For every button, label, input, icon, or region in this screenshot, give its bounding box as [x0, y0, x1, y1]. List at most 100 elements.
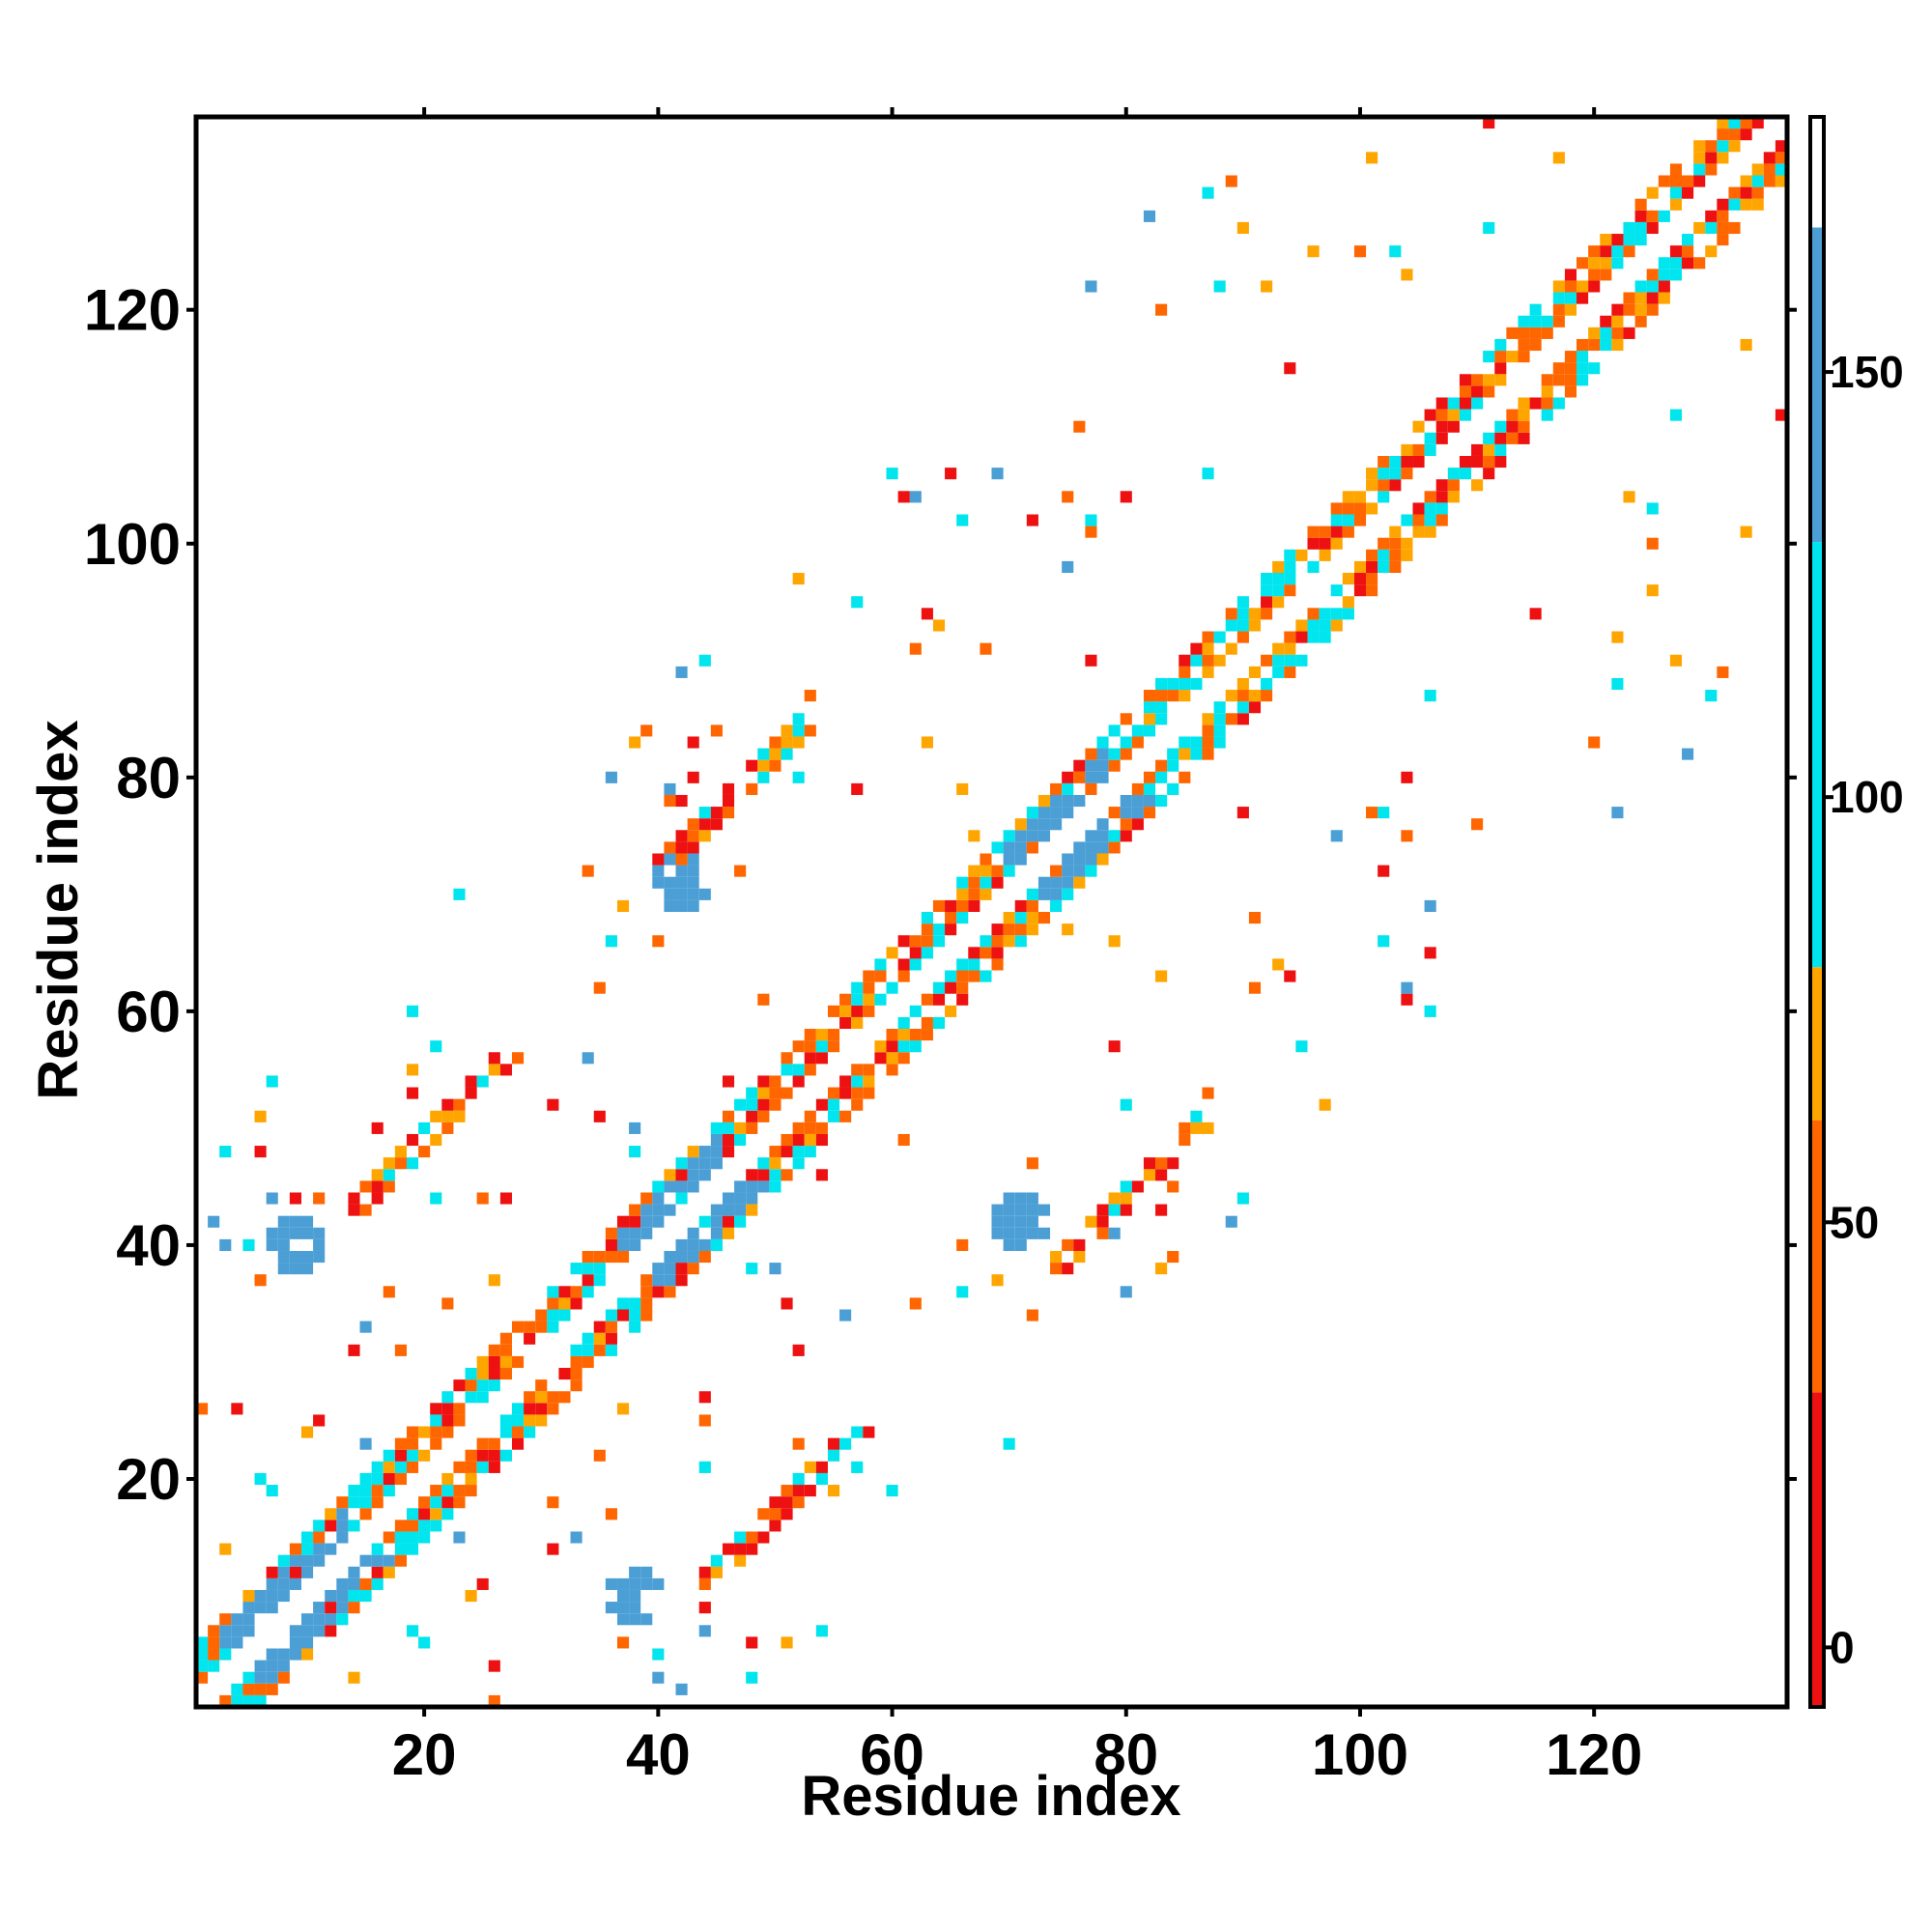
heatmap-cell: [465, 1485, 477, 1497]
heatmap-cell: [968, 947, 980, 959]
heatmap-cell: [242, 1625, 255, 1637]
colorbar-tick-label: 50: [1830, 1197, 1879, 1247]
heatmap-cell: [1518, 351, 1530, 363]
heatmap-cell: [1014, 830, 1027, 842]
heatmap-cell: [1378, 479, 1390, 492]
heatmap-cell: [1577, 351, 1589, 363]
heatmap-cell: [313, 1613, 326, 1626]
heatmap-cell: [746, 1671, 758, 1684]
heatmap-cell: [1717, 128, 1729, 141]
heatmap-cell: [593, 1449, 606, 1462]
heatmap-cell: [698, 1215, 711, 1228]
heatmap-cell: [1366, 584, 1378, 597]
heatmap-cell: [547, 1321, 559, 1333]
heatmap-cell: [1518, 315, 1530, 327]
heatmap-cell: [1120, 818, 1132, 831]
heatmap-cell: [371, 1169, 384, 1181]
y-axis: 20 40 60 80 100 120: [84, 278, 1797, 1512]
heatmap-cell: [921, 608, 933, 620]
heatmap-cell: [769, 1180, 781, 1193]
heatmap-cell: [406, 1133, 419, 1147]
heatmap-cell: [336, 1531, 349, 1544]
heatmap-cell: [336, 1613, 349, 1626]
heatmap-cell: [652, 1180, 665, 1193]
heatmap-cell: [769, 748, 781, 760]
heatmap-cell: [1085, 526, 1097, 538]
heatmap-cell: [956, 899, 969, 912]
heatmap-cell: [1108, 1204, 1121, 1216]
heatmap-cell: [1284, 654, 1296, 667]
heatmap-cell: [1062, 491, 1074, 503]
heatmap-cell: [1037, 876, 1051, 889]
heatmap-cell: [746, 1636, 758, 1649]
heatmap-cell: [980, 970, 992, 982]
heatmap-cell: [1190, 1110, 1203, 1122]
heatmap-cell: [289, 1543, 301, 1555]
heatmap-cell: [1646, 186, 1659, 199]
heatmap-cell: [815, 1098, 828, 1111]
heatmap-cell: [1588, 269, 1601, 281]
heatmap-cell: [827, 1449, 840, 1462]
heatmap-cell: [313, 1602, 326, 1614]
heatmap-cell: [1728, 186, 1741, 199]
heatmap-cell: [675, 1263, 688, 1275]
heatmap-cell: [1272, 666, 1285, 678]
heatmap-cell: [277, 1648, 290, 1661]
heatmap-cell: [1062, 888, 1074, 900]
heatmap-cell: [1108, 1040, 1121, 1053]
heatmap-cell: [1389, 560, 1402, 574]
heatmap-cell: [640, 1227, 653, 1239]
heatmap-cell: [300, 1250, 314, 1264]
heatmap-cell: [886, 1029, 898, 1041]
heatmap-cell: [781, 1133, 793, 1147]
heatmap-cell: [1588, 736, 1601, 749]
heatmap-cell: [1378, 560, 1390, 574]
heatmap-cell: [1062, 782, 1074, 795]
heatmap-cell: [1155, 1263, 1168, 1275]
heatmap-cell: [313, 1543, 326, 1555]
heatmap-cell: [441, 1403, 454, 1415]
heatmap-cell: [781, 1636, 793, 1649]
heatmap-cell: [932, 935, 946, 948]
heatmap-cell: [476, 1577, 489, 1590]
heatmap-cell: [863, 993, 875, 1006]
heatmap-cell: [909, 491, 922, 503]
heatmap-cell: [629, 1321, 641, 1333]
heatmap-cell: [1447, 479, 1460, 492]
heatmap-cell: [1202, 736, 1214, 749]
heatmap-cell: [698, 1169, 711, 1181]
colorbar-segment: [1810, 967, 1824, 1121]
heatmap-cell: [348, 1520, 360, 1532]
heatmap-cell: [1611, 631, 1624, 643]
heatmap-cell: [1155, 1157, 1168, 1170]
heatmap-cell: [980, 865, 992, 877]
heatmap-cell: [476, 1355, 489, 1369]
heatmap-cell: [406, 1064, 419, 1076]
heatmap-cell: [1389, 537, 1402, 550]
heatmap-cell: [1155, 1169, 1168, 1181]
heatmap-cell: [605, 935, 617, 948]
heatmap-cell: [1050, 782, 1063, 795]
heatmap-cell: [698, 1566, 711, 1578]
heatmap-cell: [1705, 221, 1718, 235]
heatmap-cell: [874, 970, 887, 982]
heatmap-cell: [313, 1227, 326, 1239]
heatmap-cell: [1669, 409, 1683, 421]
heatmap-cell: [629, 1297, 641, 1310]
heatmap-cell: [476, 1192, 489, 1205]
heatmap-cell: [1014, 1215, 1027, 1228]
heatmap-cell: [277, 1238, 290, 1251]
heatmap-cell: [313, 1625, 326, 1637]
heatmap-cell: [956, 970, 969, 982]
heatmap-cell: [558, 1286, 571, 1298]
heatmap-cell: [1261, 596, 1273, 609]
heatmap-cell: [1155, 303, 1168, 316]
heatmap-cell: [289, 1648, 301, 1661]
heatmap-cell: [570, 1297, 582, 1310]
heatmap-cell: [769, 1520, 781, 1532]
heatmap-cell: [1623, 292, 1635, 304]
heatmap-cell: [1143, 807, 1156, 819]
heatmap-cell: [664, 1180, 676, 1193]
heatmap-cell: [371, 1472, 384, 1486]
